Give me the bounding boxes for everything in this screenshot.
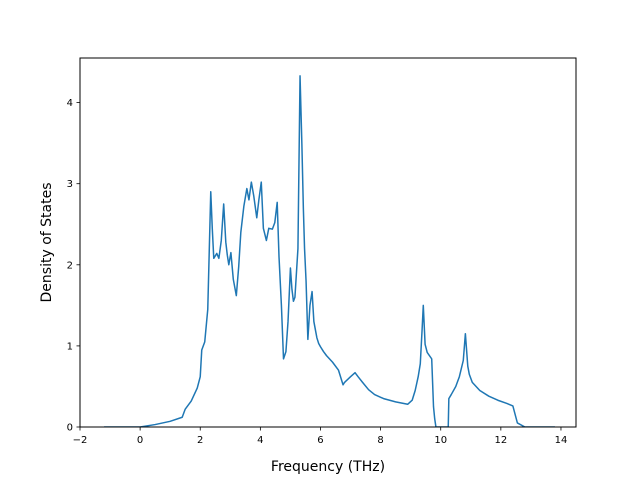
y-axis-label: Density of States <box>39 183 55 303</box>
plot-content <box>104 75 555 427</box>
y-tick-label: 4 <box>67 98 73 109</box>
y-tick-label: 1 <box>67 341 73 352</box>
axes-frame <box>79 57 577 428</box>
x-tick-label: 10 <box>434 435 447 446</box>
y-tick-label: 3 <box>67 179 73 190</box>
x-tick-label: −2 <box>73 435 88 446</box>
x-tick-label: 0 <box>137 435 143 446</box>
x-tick-label: 6 <box>317 435 323 446</box>
y-tick-label: 0 <box>67 423 73 434</box>
x-tick-label: 14 <box>555 435 568 446</box>
x-tick-label: 2 <box>197 435 203 446</box>
x-axis-label: Frequency (THz) <box>271 459 385 475</box>
y-tick-label: 2 <box>67 260 73 271</box>
x-tick-label: 12 <box>494 435 507 446</box>
dos-series-line-0 <box>104 75 555 427</box>
x-tick-label: 8 <box>377 435 383 446</box>
x-tick-label: 4 <box>257 435 263 446</box>
